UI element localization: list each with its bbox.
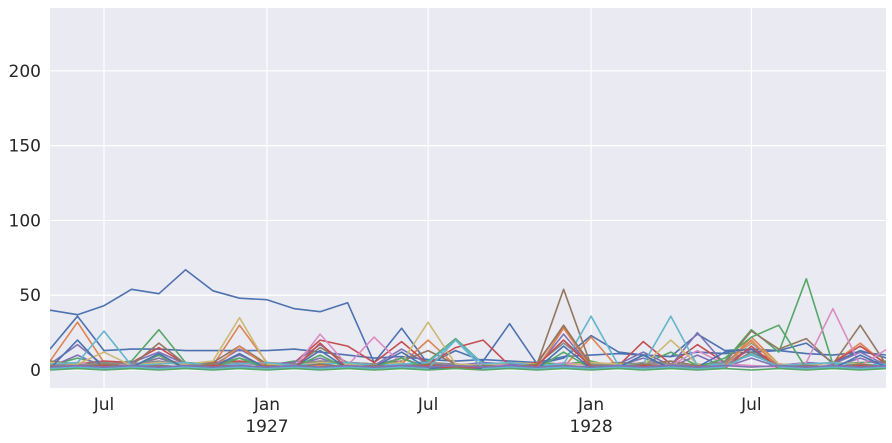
y-tick-label: 200: [9, 62, 41, 82]
y-tick-label: 0: [30, 361, 41, 381]
series-lines: [50, 269, 886, 371]
series-line-19: [50, 364, 886, 368]
x-tick-label: Jul: [417, 395, 439, 415]
y-tick-label: 100: [9, 211, 41, 231]
series-line-5: [50, 325, 886, 367]
series-line-6: [50, 331, 886, 367]
x-tick-year-label: 1927: [245, 417, 288, 437]
x-tick-label: Jul: [93, 395, 115, 415]
x-tick-label: Jan: [577, 395, 604, 415]
gridlines: [50, 8, 886, 388]
y-axis-ticks: 0 50 100 150 200: [9, 62, 41, 381]
x-tick-label: Jul: [740, 395, 762, 415]
x-tick-year-label: 1928: [569, 417, 612, 437]
series-line-20: [50, 367, 886, 371]
x-tick-label: Jan: [253, 395, 280, 415]
y-tick-label: 150: [9, 137, 41, 157]
series-line-15: [50, 339, 886, 370]
plot-area: [50, 8, 886, 388]
y-tick-label: 50: [19, 286, 41, 306]
series-line-18: [50, 339, 886, 370]
